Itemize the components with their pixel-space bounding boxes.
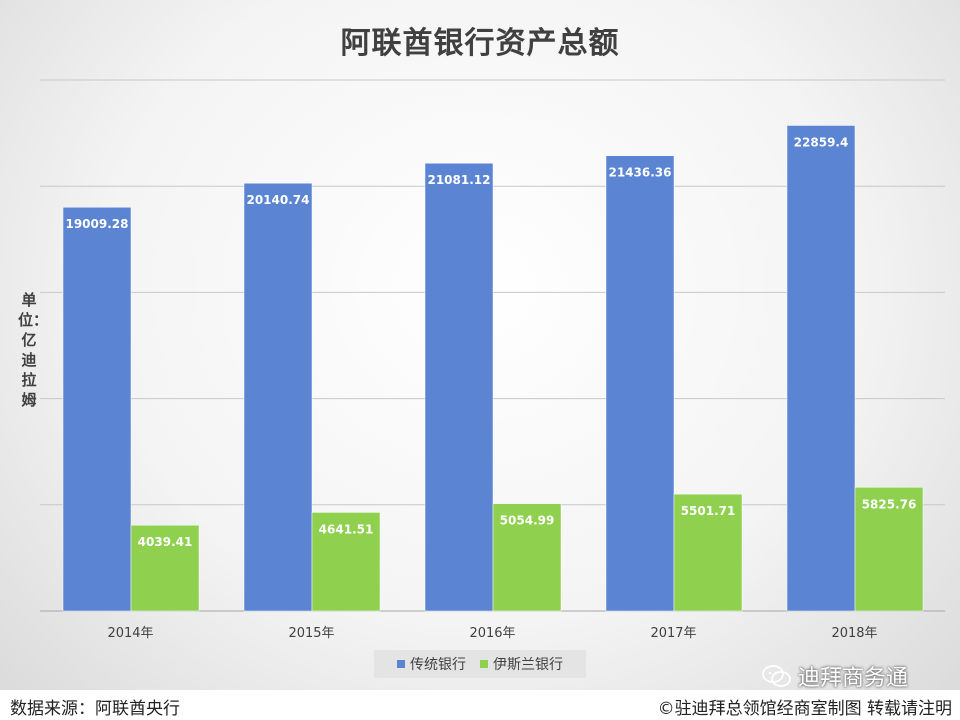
legend-item-islamic: 伊斯兰银行 bbox=[480, 654, 563, 674]
bar-islamic bbox=[130, 524, 200, 612]
data-label: 4039.41 bbox=[138, 535, 193, 549]
bar-traditional bbox=[786, 125, 856, 612]
data-label: 22859.4 bbox=[794, 135, 849, 149]
legend-swatch bbox=[480, 660, 488, 668]
watermark: 迪拜商务通 bbox=[762, 660, 908, 692]
legend: 传统银行 伊斯兰银行 bbox=[374, 650, 586, 678]
bar-traditional bbox=[605, 155, 675, 612]
data-label: 5501.71 bbox=[681, 504, 736, 518]
chart-plot: 19009.28 4039.41 2014年 20140.74 4641.51 2015年… bbox=[40, 79, 945, 641]
copyright-credit: ©驻迪拜总领馆经商室制图 转载请注明 bbox=[657, 699, 952, 719]
legend-label: 传统银行 bbox=[410, 657, 466, 673]
bar-islamic bbox=[673, 493, 743, 612]
wechat-icon bbox=[762, 665, 791, 687]
bar-islamic bbox=[311, 512, 381, 612]
data-label: 21436.36 bbox=[608, 166, 671, 180]
legend-item-traditional: 传统银行 bbox=[397, 654, 466, 674]
bar-islamic bbox=[854, 487, 924, 612]
x-tick-label: 2016年 bbox=[469, 626, 515, 641]
watermark-text: 迪拜商务通 bbox=[798, 666, 909, 691]
legend-swatch bbox=[397, 660, 405, 668]
bar-traditional bbox=[424, 162, 494, 612]
legend-label: 伊斯兰银行 bbox=[493, 657, 563, 673]
x-tick-label: 2014年 bbox=[107, 626, 153, 641]
bar-traditional bbox=[243, 182, 313, 612]
data-source: 数据来源：阿联酋央行 bbox=[10, 699, 180, 719]
data-label: 4641.51 bbox=[319, 522, 374, 536]
data-label: 19009.28 bbox=[65, 217, 128, 231]
data-label: 21081.12 bbox=[427, 173, 490, 187]
x-tick-label: 2018年 bbox=[831, 626, 877, 641]
x-tick-label: 2017年 bbox=[650, 626, 696, 641]
data-label: 5825.76 bbox=[862, 497, 917, 511]
x-tick-label: 2015年 bbox=[288, 626, 334, 641]
bar-traditional bbox=[62, 206, 132, 612]
data-label: 5054.99 bbox=[500, 514, 555, 528]
footer: 数据来源：阿联酋央行 ©驻迪拜总领馆经商室制图 转载请注明 bbox=[0, 690, 960, 720]
data-label: 20140.74 bbox=[246, 193, 309, 207]
chart-title: 阿联酋银行资产总额 bbox=[340, 26, 620, 61]
bar-islamic bbox=[492, 503, 562, 612]
